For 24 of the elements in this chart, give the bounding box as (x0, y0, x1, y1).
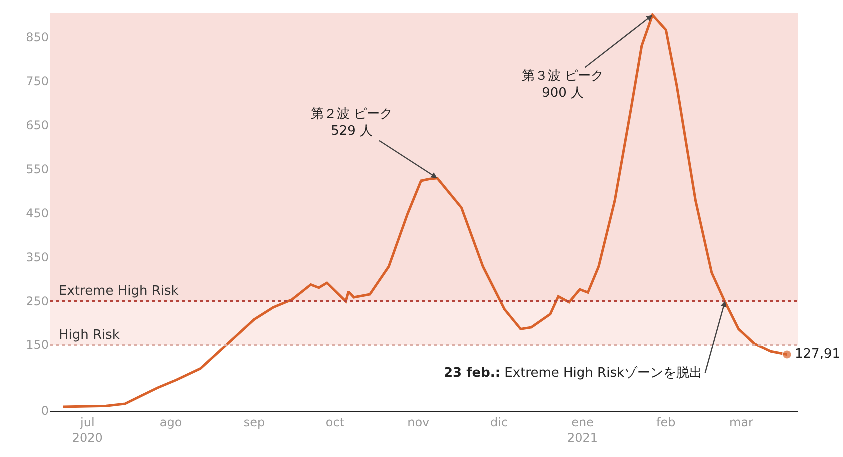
annotation: 第２波 ピーク 529 人 (311, 107, 394, 139)
x-tick-label: dic (490, 415, 508, 430)
x-tick-label: feb (656, 415, 676, 430)
y-tick-label: 450 (26, 206, 49, 220)
y-tick-label: 350 (26, 250, 49, 264)
y-tick-label: 150 (26, 338, 49, 352)
ref-line-label: High Risk (59, 328, 120, 343)
x-tick-label: ago (160, 415, 182, 430)
y-tick-label: 850 (26, 30, 49, 44)
annotation: 23 feb.: Extreme High Riskゾーンを脱出 (444, 366, 702, 381)
x-tick-label: ene 2021 (567, 415, 598, 445)
ref-line-label: Extreme High Risk (59, 284, 180, 299)
y-tick-label: 750 (26, 74, 49, 88)
x-tick-label: mar (730, 415, 754, 430)
x-tick-label: oct (326, 415, 345, 430)
x-tick-label: nov (408, 415, 430, 430)
y-tick-label: 550 (26, 162, 49, 176)
annotation: 第３波 ピーク 900 人 (522, 69, 604, 101)
x-tick-label: jul 2020 (72, 415, 103, 445)
y-tick-label: 650 (26, 118, 49, 132)
annotation: 127,91 (795, 347, 840, 362)
y-tick-label: 0 (41, 404, 49, 418)
x-tick-label: sep (244, 415, 266, 430)
y-tick-label: 250 (26, 294, 49, 308)
